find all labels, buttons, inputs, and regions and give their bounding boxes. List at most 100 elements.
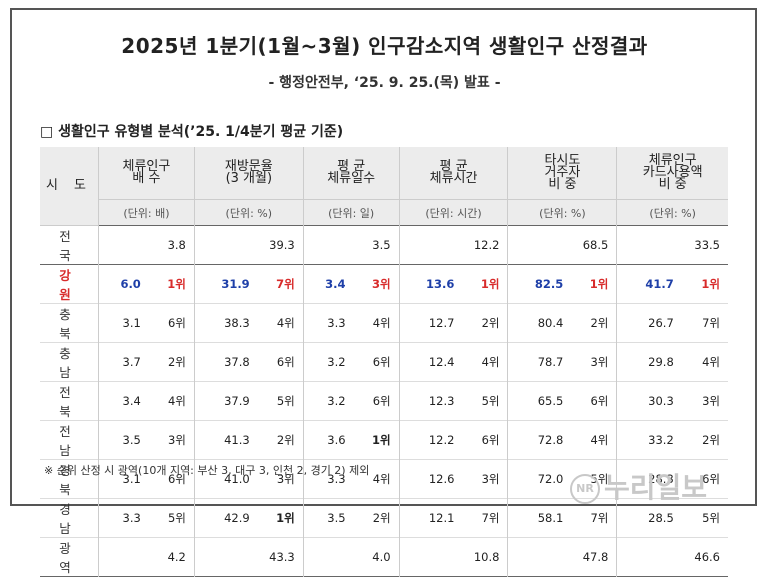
rank-cell: 6위 [348,342,400,382]
table-header-row: 시 도 체류인구 배 수 재방문율 (3 개월) 평 균 체류일수 평 균 체류시간 타… [40,147,728,226]
value-cell: 3.2 [327,355,346,369]
rank-cell: 2위 [252,420,304,460]
value-cell: 42.9 [224,511,250,525]
value-cell: 3.7 [122,355,141,369]
rank-cell: 3위 [457,459,509,499]
table-row: 경 북 3.1 6위 41.0 3위 3.3 4위 12.6 3위 72.0 5위 28.3 6위 [40,459,728,499]
rank-cell: 7위 [457,498,509,538]
rank-cell: 1위 [348,420,400,460]
region-cell: 전 남 [40,420,99,460]
value-cell: 12.6 [428,472,455,486]
value-cell: 12.2 [399,225,509,265]
value-cell: 3.1 [122,472,141,486]
value-cell: 41.3 [224,433,250,447]
value-cell: 82.5 [534,277,564,291]
rank-cell: 7위 [252,264,304,304]
section-title: □ 생활인구 유형별 분석(’25. 1/4분기 평균 기준) [40,124,344,140]
rank-cell: 4위 [252,303,304,343]
table-row: 충 북 3.1 6위 38.3 4위 3.3 4위 12.7 2위 80.4 2위 26.7 7위 [40,303,728,343]
rank-cell: 3위 [566,342,618,382]
value-cell: 3.3 [327,316,346,330]
rank-cell: 5위 [252,381,304,421]
watermark: NR 누리일보 [570,466,707,506]
value-cell: 30.3 [648,394,674,408]
table-unit-row: (단위: 배) (단위: %) (단위: 일) (단위: 시간) (단위: %) (단위:… [40,199,728,226]
rank-cell: 2위 [566,303,618,343]
column-header-1: 재방문율 (3 개월) [193,147,304,200]
rank-cell: 2위 [143,342,195,382]
value-cell: 3.3 [122,511,141,525]
value-cell: 37.9 [224,394,250,408]
value-cell: 78.7 [537,355,564,369]
rank-cell: 6위 [457,420,509,460]
watermark-text: 누리일보 [604,471,708,504]
value-cell: 58.1 [537,511,564,525]
rank-cell: 3위 [348,264,400,304]
value-cell: 37.8 [224,355,250,369]
region-cell: 경 북 [40,459,99,499]
value-cell: 68.5 [507,225,618,265]
column-unit-3: (단위: 시간) [398,199,508,226]
region-cell: 충 북 [40,303,99,343]
rank-cell: 1위 [143,264,195,304]
rank-cell: 7위 [702,316,720,330]
value-cell: 41.7 [645,277,674,291]
data-table: 시 도 체류인구 배 수 재방문율 (3 개월) 평 균 체류일수 평 균 체류시간 타… [40,147,728,577]
column-header-5: 체류인구 카드사용액 비 중 [616,147,728,200]
table-row: 충 남 3.7 2위 37.8 6위 3.2 6위 12.4 4위 78.7 3위 29.8 4위 [40,342,728,382]
document-subtitle: - 행정안전부, ‘25. 9. 25.(목) 발표 - [268,75,501,91]
value-cell: 72.8 [537,433,564,447]
rank-cell: 3위 [143,420,195,460]
value-cell: 47.8 [507,537,618,577]
rank-cell: 6위 [143,459,195,499]
table-row: 전 북 3.4 4위 37.9 5위 3.2 6위 12.3 5위 65.5 6위 30.3 3위 [40,381,728,421]
value-cell: 46.6 [694,550,720,564]
value-cell: 6.0 [120,277,141,291]
value-cell: 3.5 [122,433,141,447]
table-row: 광 역 4.2 43.3 4.0 10.8 47.8 46.6 [40,537,728,577]
rank-cell: 2위 [702,433,720,447]
value-cell: 29.8 [648,355,674,369]
rank-cell: 4위 [702,355,720,369]
column-header-4: 타시도 거주자 비 중 [507,147,617,200]
value-cell: 3.6 [327,433,346,447]
rank-cell: 4위 [566,420,618,460]
value-cell: 65.5 [537,394,564,408]
rank-cell: 6위 [702,472,720,486]
region-cell: 광 역 [40,537,99,577]
rank-cell: 4위 [143,381,195,421]
region-cell: 강 원 [40,264,99,304]
value-cell: 28.3 [648,472,674,486]
value-cell: 10.8 [399,537,509,577]
value-cell: 33.5 [694,238,720,252]
column-unit-4: (단위: %) [507,199,617,226]
region-cell: 경 남 [40,498,99,538]
rank-cell: 6위 [348,381,400,421]
value-cell: 31.9 [221,277,250,291]
value-cell: 3.3 [327,472,346,486]
watermark-logo: NR [570,474,600,504]
rank-cell: 1위 [457,264,509,304]
value-cell: 4.0 [303,537,400,577]
value-cell: 43.3 [194,537,304,577]
footnote: ※ 순위 산정 시 광역(10개 지역: 부산 3, 대구 3, 인천 2, 경… [44,464,370,477]
rank-cell: 3위 [252,459,304,499]
rank-cell: 6위 [252,342,304,382]
column-header-3: 평 균 체류시간 [398,147,508,200]
value-cell: 33.2 [648,433,674,447]
column-unit-2: (단위: 일) [302,199,400,226]
value-cell: 13.6 [426,277,455,291]
value-cell: 12.3 [428,394,455,408]
region-header: 시 도 [40,147,99,226]
value-cell: 38.3 [224,316,250,330]
table-row: 전 국 3.8 39.3 3.5 12.2 68.5 33.5 [40,225,728,265]
rank-cell: 5위 [143,498,195,538]
value-cell: 80.4 [537,316,564,330]
rank-cell: 3위 [702,394,720,408]
rank-cell: 6위 [566,381,618,421]
rank-cell: 1위 [252,498,304,538]
rank-cell: 4위 [348,303,400,343]
column-unit-0: (단위: 배) [98,199,195,226]
rank-cell: 2위 [348,498,400,538]
document-title: 2025년 1분기(1월~3월) 인구감소지역 생활인구 산정결과 [121,34,648,58]
